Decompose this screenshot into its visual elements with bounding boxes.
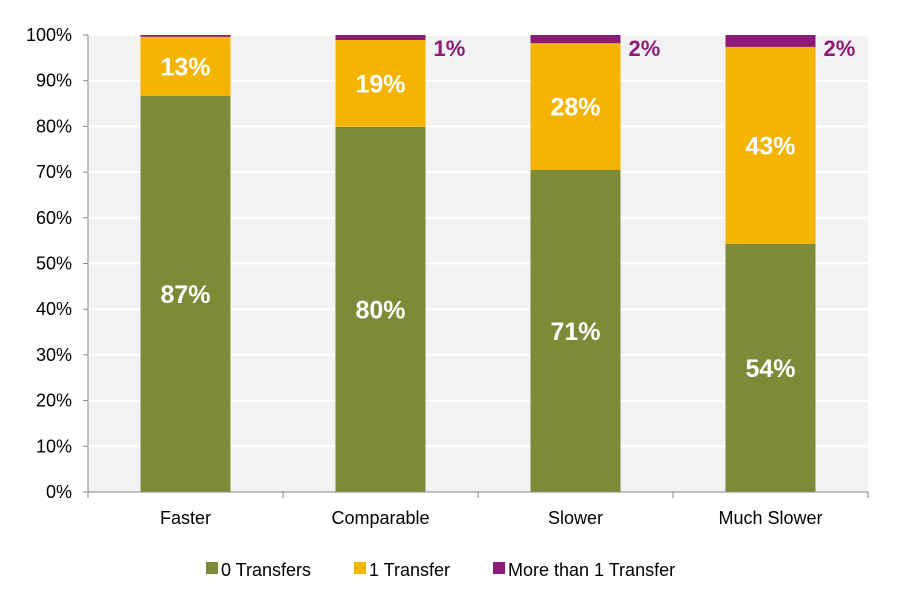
- bar-segment: [725, 243, 816, 492]
- y-tick-label: 30%: [36, 345, 72, 365]
- bar-segment: [335, 126, 426, 493]
- bar-segment: [335, 35, 426, 41]
- data-label: 2%: [629, 36, 661, 61]
- bar-segment: [140, 36, 231, 96]
- y-tick-label: 70%: [36, 162, 72, 182]
- bar-segment: [140, 35, 231, 37]
- y-tick-label: 80%: [36, 116, 72, 136]
- bar-segment: [725, 35, 816, 47]
- y-tick-label: 20%: [36, 391, 72, 411]
- data-label: 28%: [550, 94, 600, 122]
- bar-segment: [140, 95, 231, 492]
- data-label: 87%: [160, 281, 210, 309]
- data-label: 19%: [355, 70, 405, 98]
- data-label: 2%: [824, 36, 856, 61]
- y-tick-label: 90%: [36, 71, 72, 91]
- legend-swatch: [493, 562, 505, 574]
- x-category-label: Slower: [548, 508, 603, 528]
- y-tick-label: 60%: [36, 208, 72, 228]
- bar-segment: [725, 46, 816, 244]
- x-category-label: Comparable: [331, 508, 429, 528]
- legend-label: More than 1 Transfer: [508, 560, 675, 580]
- data-label: 54%: [745, 355, 795, 383]
- bar-segment: [530, 43, 621, 170]
- data-label: 43%: [745, 132, 795, 160]
- bar-segment: [335, 40, 426, 127]
- bar-segment: [530, 35, 621, 44]
- legend-label: 1 Transfer: [369, 560, 450, 580]
- legend-label: 0 Transfers: [221, 560, 311, 580]
- bar-segment: [530, 169, 621, 492]
- x-category-label: Much Slower: [718, 508, 822, 528]
- data-label: 1%: [434, 36, 466, 61]
- y-tick-label: 0%: [46, 482, 72, 502]
- legend-swatch: [206, 562, 218, 574]
- data-label: 13%: [160, 53, 210, 81]
- y-tick-label: 10%: [36, 436, 72, 456]
- y-tick-label: 50%: [36, 254, 72, 274]
- x-category-label: Faster: [160, 508, 211, 528]
- data-label: 80%: [355, 296, 405, 324]
- legend-swatch: [354, 562, 366, 574]
- data-label: 71%: [550, 318, 600, 346]
- y-tick-label: 40%: [36, 299, 72, 319]
- y-tick-label: 100%: [26, 25, 72, 45]
